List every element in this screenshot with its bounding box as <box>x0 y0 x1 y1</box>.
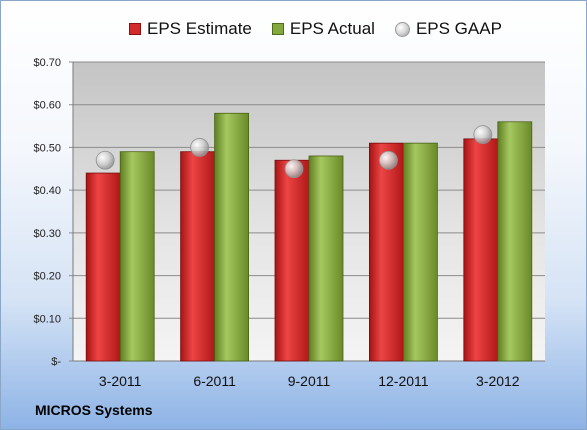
actual-bar <box>497 121 533 362</box>
actual-bar <box>119 151 155 362</box>
estimate-bar <box>463 138 499 362</box>
legend-label-estimate: EPS Estimate <box>147 19 252 38</box>
y-tick-label: $0.30 <box>33 228 61 240</box>
gaap-marker <box>95 150 115 170</box>
estimate-bar <box>274 159 310 362</box>
y-tick-label: $0.20 <box>33 271 61 283</box>
legend-marker-gaap <box>394 21 410 37</box>
gaap-marker <box>473 125 493 145</box>
y-tick-label: $0.40 <box>33 185 61 197</box>
y-tick-label: $0.50 <box>33 142 61 154</box>
legend-label-actual: EPS Actual <box>289 19 375 38</box>
gaap-marker <box>378 150 398 170</box>
legend-item-actual: EPS Actual <box>271 19 375 39</box>
legend-swatch-actual <box>271 23 284 35</box>
legend: EPS Estimate EPS Actual EPS GAAP <box>129 15 522 43</box>
x-tick-label: 6-2011 <box>193 373 236 389</box>
estimate-bar <box>85 172 121 362</box>
legend-item-estimate: EPS Estimate <box>129 19 252 39</box>
x-tick-label: 9-2011 <box>288 373 331 389</box>
estimate-bar <box>180 151 216 362</box>
x-tick-label: 3-2011 <box>99 373 142 389</box>
actual-bar <box>214 112 250 362</box>
legend-item-gaap: EPS GAAP <box>394 19 502 39</box>
company-name: MICROS Systems <box>35 402 153 418</box>
y-tick-label: $- <box>51 356 61 368</box>
x-tick-label: 12-2011 <box>378 373 429 389</box>
legend-swatch-estimate <box>129 23 141 35</box>
legend-label-gaap: EPS GAAP <box>415 19 502 38</box>
actual-bar <box>308 155 344 362</box>
y-tick-label: $0.60 <box>33 100 61 112</box>
y-tick-label: $0.10 <box>33 313 61 325</box>
estimate-bar <box>368 142 404 362</box>
x-tick-label: 3-2012 <box>476 373 520 389</box>
gaap-marker <box>190 138 210 157</box>
actual-bar <box>402 142 438 362</box>
gaap-marker <box>284 159 304 179</box>
y-tick-label: $0.70 <box>33 57 61 69</box>
